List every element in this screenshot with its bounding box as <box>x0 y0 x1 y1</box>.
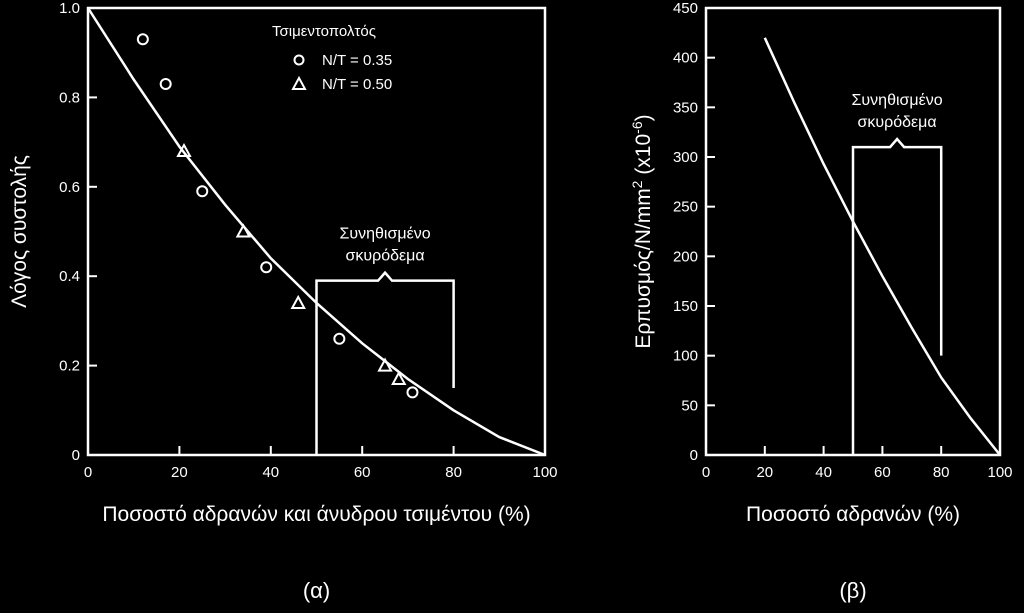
chart-b-caption: (β) <box>839 578 866 603</box>
b-y-tick-label: 250 <box>673 199 698 216</box>
b-bracket-line <box>851 137 943 455</box>
data-point-circle <box>196 185 209 198</box>
chart-b-y-axis-label: Ερπυσμός/N/mm2 (x10-6) <box>629 114 655 348</box>
data-point-triangle <box>176 142 192 158</box>
a-y-tick-label: 0.8 <box>59 89 80 106</box>
data-point-circle <box>406 386 419 399</box>
data-point-circle <box>136 33 149 46</box>
chart-b-y-axis-label-suffix: (x10 <box>632 134 655 181</box>
data-point-circle <box>260 261 273 274</box>
chart-b-y-axis-label-sup: 2 <box>629 180 645 188</box>
chart-a-ticks: 0 20 40 60 80 100 0 0.2 0.4 0.6 0.8 1.0 <box>59 0 557 481</box>
b-y-tick-label: 200 <box>673 248 698 265</box>
b-y-tick-label: 300 <box>673 149 698 166</box>
chart-b-creep-curve <box>763 37 1001 456</box>
chart-b-ticks: 0 20 40 60 80 100 0 50 100 150 200 250 300 350 400 450 <box>673 0 1013 481</box>
b-x-tick-label: 40 <box>815 464 832 481</box>
a-x-tick-label: 60 <box>354 464 371 481</box>
a-y-tick-label: 0.6 <box>59 179 80 196</box>
b-y-tick-label: 100 <box>673 348 698 365</box>
b-x-tick-label: 60 <box>874 464 891 481</box>
a-y-tick-label: 0.2 <box>59 358 80 375</box>
a-y-tick-label: 1.0 <box>59 0 80 17</box>
chart-a: 0 20 40 60 80 100 0 0.2 0.4 0.6 0.8 1.0 Συνηθισμένο… <box>8 0 558 603</box>
b-x-tick-label: 0 <box>702 464 710 481</box>
b-y-tick-label: 450 <box>673 0 698 17</box>
chart-a-annotation-line-2: σκυρόδεμα <box>345 248 424 265</box>
data-point-triangle <box>290 294 306 310</box>
chart-b-annotation-line-2: σκυρόδεμα <box>858 114 937 131</box>
a-x-tick-label: 40 <box>262 464 279 481</box>
chart-b-y-axis-label-main: Ερπυσμός/N/mm <box>632 188 655 348</box>
b-y-tick-label: 400 <box>673 50 698 67</box>
b-x-tick-label: 20 <box>756 464 773 481</box>
b-y-tick-label: 350 <box>673 99 698 116</box>
chart-b: 0 20 40 60 80 100050100150200250300350400450 … <box>629 0 1013 603</box>
legend-triangle-marker <box>291 75 307 90</box>
chart-a-y-axis-label: Λόγος συστολής <box>8 155 31 308</box>
chart-b-annotation-line-1: Συνηθισμένο <box>852 92 943 109</box>
data-point-circle <box>333 332 346 345</box>
a-bracket-line <box>315 270 455 455</box>
b-y-tick-label: 50 <box>681 397 698 414</box>
chart-a-points <box>136 33 419 399</box>
chart-b-x-axis-label: Ποσοστό αδρανών (%) <box>746 503 960 526</box>
chart-a-annotation-line-1: Συνηθισμένο <box>339 226 430 243</box>
b-x-tick-label: 80 <box>933 464 950 481</box>
chart-a-caption: (α) <box>303 578 330 603</box>
b-x-tick-label: 100 <box>987 464 1012 481</box>
b-y-tick-label: 0 <box>690 447 698 464</box>
legend-circle-marker <box>293 54 305 66</box>
data-point-circle <box>159 77 172 90</box>
chart-b-ordinary-concrete-bracket <box>851 137 943 455</box>
chart-b-y-axis-label-exp: -6 <box>629 121 645 134</box>
chart-b-y-axis-label-close: ) <box>632 114 655 121</box>
a-y-tick-label: 0 <box>72 447 80 464</box>
data-point-triangle <box>391 370 407 386</box>
a-y-tick-label: 0.4 <box>59 268 80 285</box>
data-point-triangle <box>235 223 252 238</box>
b-y-tick-label: 150 <box>673 298 698 315</box>
data-point-triangle <box>377 357 393 372</box>
a-x-tick-label: 80 <box>445 464 462 481</box>
legend-entry-1: Ν/Τ = 0.35 <box>322 52 392 69</box>
a-x-tick-label: 100 <box>532 464 557 481</box>
legend-title: Τσιμεντοπολτός <box>272 23 376 40</box>
chart-a-ordinary-concrete-bracket <box>315 270 455 455</box>
chart-a-x-axis-label: Ποσοστό αδρανών και άνυδρου τσιμέντου (%… <box>102 503 530 526</box>
a-x-tick-label: 20 <box>171 464 188 481</box>
legend-entry-2: Ν/Τ = 0.50 <box>322 76 392 93</box>
a-x-tick-label: 0 <box>84 464 92 481</box>
chart-a-legend: Τσιμεντοπολτός Ν/Τ = 0.35 Ν/Τ = 0.50 <box>272 23 392 93</box>
